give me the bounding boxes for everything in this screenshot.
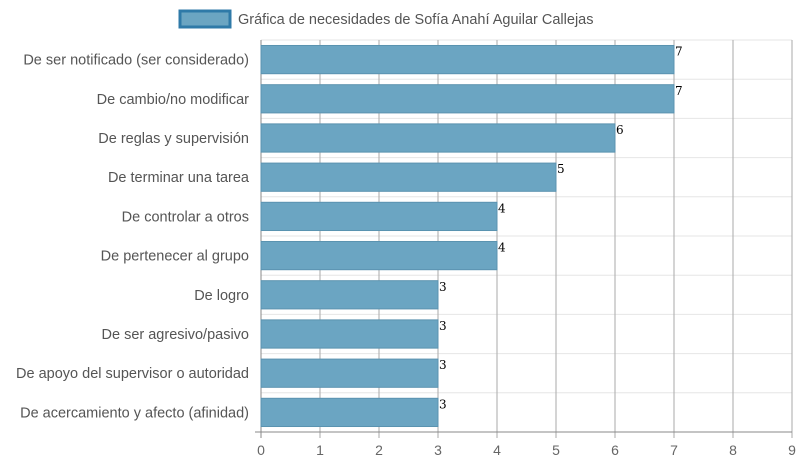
bar[interactable]	[260, 44, 675, 75]
x-tick-label: 8	[729, 442, 737, 458]
category-label: De ser notificado (ser considerado)	[23, 53, 249, 69]
bar[interactable]	[260, 201, 498, 232]
bar[interactable]	[260, 162, 557, 192]
bar[interactable]	[260, 84, 675, 114]
category-label: De pertenecer al grupo	[101, 249, 249, 265]
bar[interactable]	[260, 240, 498, 271]
legend-label: Gráfica de necesidades de Sofía Anahí Ag…	[238, 12, 593, 28]
x-tick-label: 0	[257, 442, 265, 458]
category-label: De acercamiento y afecto (afinidad)	[20, 405, 249, 421]
data-label: 3	[439, 397, 447, 411]
x-axis-tick-labels: 0 1 2 3 4 5 6 7 8 9	[257, 442, 796, 458]
data-label: 3	[439, 280, 447, 294]
category-label: De apoyo del supervisor o autoridad	[16, 366, 249, 382]
category-label: De reglas y supervisión	[98, 131, 249, 147]
x-tick-label: 9	[788, 442, 796, 458]
data-label: 5	[557, 162, 565, 176]
data-label: 4	[498, 241, 506, 255]
bar[interactable]	[260, 397, 439, 428]
category-labels: De ser notificado (ser considerado) De ca…	[16, 53, 250, 422]
data-label: 4	[498, 201, 506, 215]
category-label: De cambio/no modificar	[97, 92, 249, 108]
bars	[260, 44, 675, 428]
data-label: 3	[439, 358, 447, 372]
bar[interactable]	[260, 123, 616, 153]
category-label: De logro	[194, 288, 249, 304]
category-label: De terminar una tarea	[108, 170, 250, 186]
data-label: 6	[616, 123, 624, 137]
x-tick-label: 4	[493, 442, 501, 458]
x-tick-label: 5	[552, 442, 560, 458]
x-tick-label: 6	[611, 442, 619, 458]
x-tick-label: 7	[670, 442, 678, 458]
legend-swatch	[178, 9, 232, 29]
bar[interactable]	[260, 280, 439, 310]
data-label: 3	[439, 319, 447, 333]
bar[interactable]	[260, 319, 439, 349]
data-labels: 7 7 6 5 4 4 3 3 3 3	[439, 45, 683, 412]
category-label: De ser agresivo/pasivo	[102, 327, 250, 343]
bar[interactable]	[260, 358, 439, 388]
data-label: 7	[675, 45, 683, 59]
data-label: 7	[675, 84, 683, 98]
x-tick-label: 1	[316, 442, 324, 458]
x-tick-label: 2	[375, 442, 383, 458]
legend[interactable]: Gráfica de necesidades de Sofía Anahí Ag…	[178, 9, 593, 29]
category-label: De controlar a otros	[122, 209, 249, 225]
x-tick-label: 3	[434, 442, 442, 458]
